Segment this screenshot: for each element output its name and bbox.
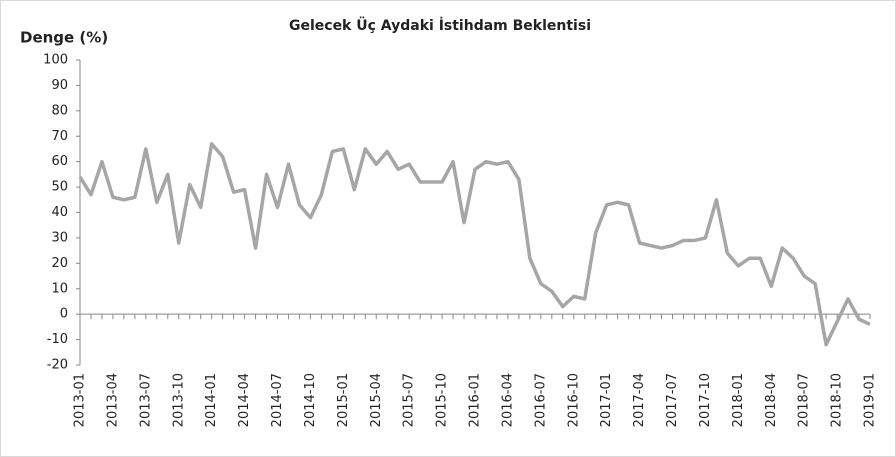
y-tick-label: 40: [51, 205, 68, 220]
x-tick-label: 2013-04: [105, 373, 120, 427]
x-tick-label: 2014-07: [270, 373, 285, 427]
x-tick-label: 2017-01: [599, 373, 614, 427]
x-tick-label: 2015-01: [336, 373, 351, 427]
y-tick-label: 50: [51, 180, 68, 195]
y-axis-label: Denge (%): [20, 29, 108, 47]
y-tick-label: 80: [51, 103, 68, 118]
y-tick-label: -10: [47, 332, 68, 347]
y-tick-label: 70: [51, 129, 68, 144]
x-tick-label: 2015-10: [435, 373, 450, 427]
y-tick-label: 30: [51, 230, 68, 245]
x-tick-label: 2017-10: [698, 373, 713, 427]
x-tick-label: 2016-10: [566, 373, 581, 427]
x-tick-label: 2013-01: [73, 373, 88, 427]
x-tick-label: 2013-10: [171, 373, 186, 427]
y-tick-label: 90: [51, 78, 68, 93]
x-tick-label: 2016-01: [468, 373, 483, 427]
x-tick-label: 2014-04: [237, 373, 252, 427]
y-tick-label: -20: [47, 358, 68, 373]
x-tick-label: 2019-01: [863, 373, 878, 427]
x-tick-label: 2017-04: [632, 373, 647, 427]
y-tick-label: 100: [43, 53, 68, 68]
x-tick-label: 2016-04: [500, 373, 515, 427]
x-tick-label: 2014-10: [303, 373, 318, 427]
data-line: [78, 142, 871, 347]
x-tick-label: 2018-01: [731, 373, 746, 427]
x-tick-label: 2018-07: [797, 373, 812, 427]
y-tick-label: 20: [51, 256, 68, 271]
y-tick-label: 60: [51, 154, 68, 169]
chart-title: Gelecek Üç Aydaki İstihdam Beklentisi: [289, 16, 591, 34]
x-tick-label: 2017-07: [665, 373, 680, 427]
x-tick-label: 2013-07: [138, 373, 153, 427]
y-tick-label: 10: [51, 281, 68, 296]
x-tick-label: 2018-04: [764, 373, 779, 427]
x-tick-label: 2015-04: [369, 373, 384, 427]
x-tick-label: 2014-01: [204, 373, 219, 427]
x-tick-label: 2016-07: [533, 373, 548, 427]
x-tick-label: 2015-07: [402, 373, 417, 427]
y-tick-label: 0: [60, 307, 68, 322]
x-tick-label: 2018-10: [830, 373, 845, 427]
